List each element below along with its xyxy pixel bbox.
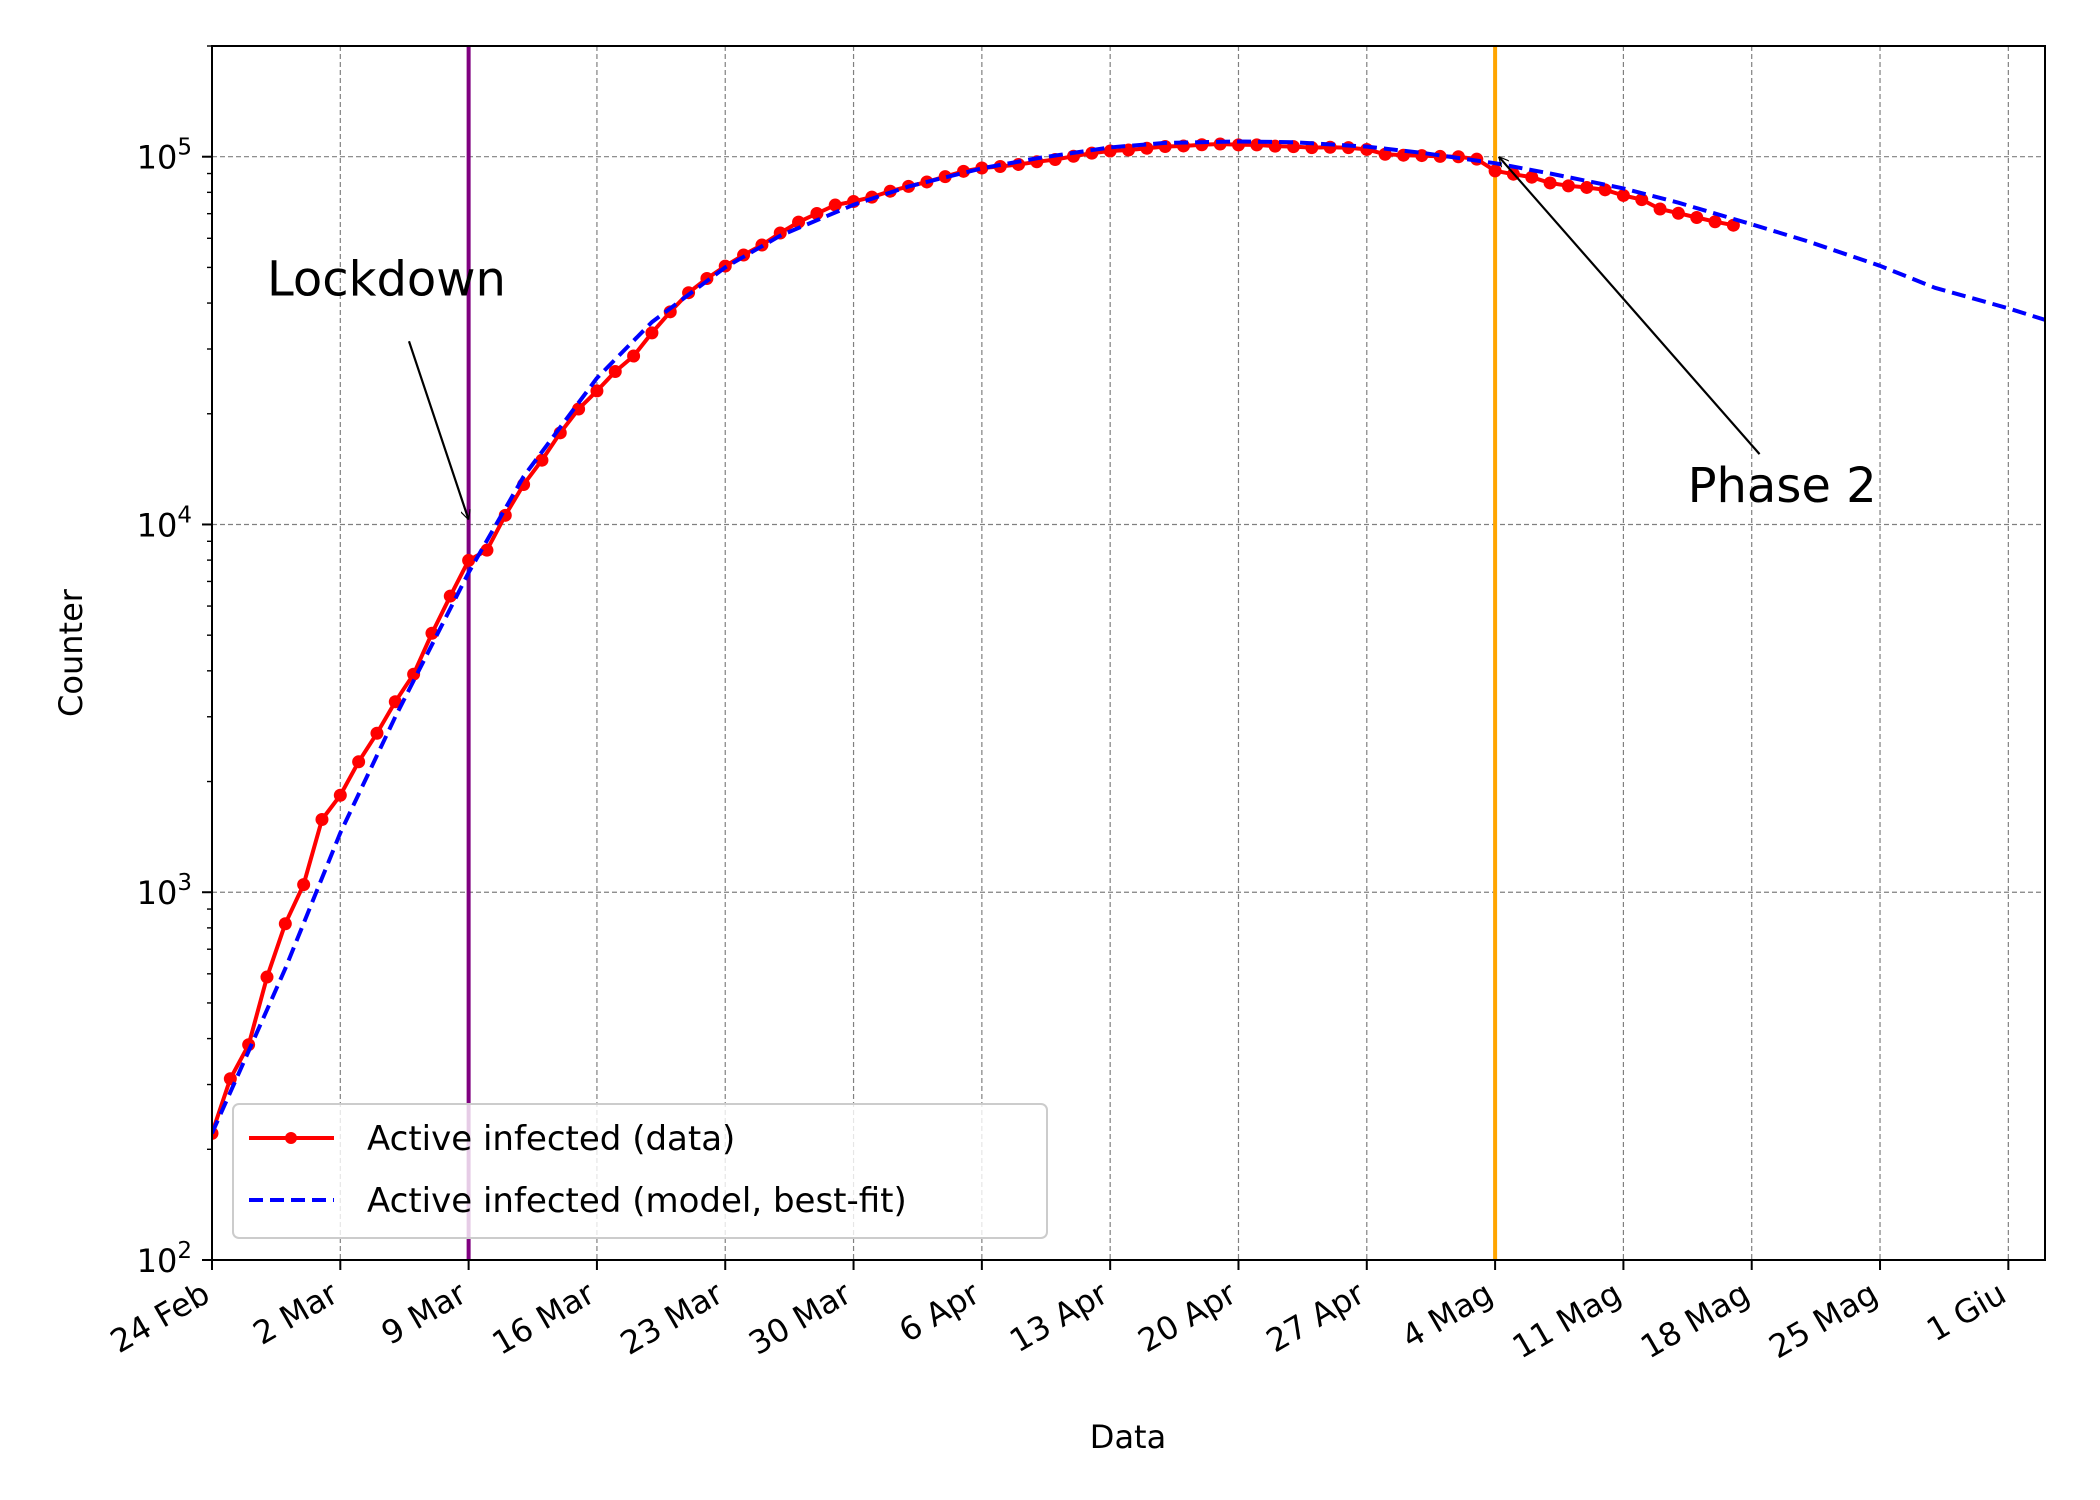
data-point <box>352 755 366 769</box>
data-point <box>425 626 439 640</box>
y-tick-label: 104 <box>137 502 192 544</box>
legend-swatch-data-marker <box>285 1132 297 1144</box>
data-point <box>1543 176 1557 190</box>
y-tick-label-exponent: 4 <box>177 502 192 528</box>
data-point <box>608 364 622 378</box>
data-point <box>810 207 824 221</box>
annotation-arrow <box>407 340 469 519</box>
y-tick-label: 102 <box>137 1238 192 1280</box>
data-point <box>480 543 494 557</box>
data-point <box>1635 193 1649 207</box>
y-tick-label-exponent: 3 <box>177 870 192 896</box>
series-layer <box>212 137 2045 1140</box>
data-point <box>535 453 549 467</box>
y-tick-label-exponent: 2 <box>177 1238 192 1264</box>
annotations: Lockdown Phase 2 <box>267 157 1877 520</box>
data-point <box>975 161 989 175</box>
data-point <box>333 788 347 802</box>
data-point <box>590 384 604 398</box>
plot-frame <box>211 45 2046 1261</box>
vertical-marker-lines <box>466 46 1498 1260</box>
legend-label-data: Active infected (data) <box>367 1119 735 1159</box>
data-point <box>315 812 329 826</box>
legend-label-model: Active infected (model, best-fit) <box>367 1181 907 1221</box>
x-axis-label: Data <box>1090 1418 1166 1456</box>
annotation-label-lockdown: Lockdown <box>267 251 506 307</box>
annotation-label-phase-2: Phase 2 <box>1688 458 1877 514</box>
data-point <box>645 326 659 340</box>
data-point <box>1671 206 1685 220</box>
legend: Active infected (data) Active infected (… <box>232 1103 1048 1239</box>
data-point <box>462 553 476 567</box>
data-point <box>1488 164 1502 178</box>
y-tick-label-base: 10 <box>137 139 178 177</box>
data-point <box>1561 179 1575 193</box>
data-point <box>938 170 952 184</box>
data-point <box>1616 188 1630 202</box>
data-point <box>1708 215 1722 229</box>
data-point <box>278 917 292 931</box>
data-point <box>388 695 402 709</box>
data-point <box>1598 183 1612 197</box>
data-point <box>828 198 842 212</box>
data-point <box>627 349 641 363</box>
y-tick-label-base: 10 <box>137 1242 178 1280</box>
data-point <box>1690 210 1704 224</box>
data-point <box>1653 202 1667 216</box>
data-point <box>572 402 586 416</box>
grid <box>211 46 2045 1260</box>
y-axis-label: Counter <box>52 588 90 717</box>
data-point <box>957 164 971 178</box>
y-tick-label-exponent: 5 <box>177 135 192 161</box>
data-point <box>1525 170 1539 184</box>
y-tick-label-base: 10 <box>137 874 178 912</box>
model-series-line <box>212 139 2045 1135</box>
y-tick-label: 105 <box>137 135 192 177</box>
data-point <box>443 589 457 603</box>
y-tick-label: 103 <box>137 870 192 912</box>
data-point <box>260 970 274 984</box>
legend-box <box>232 1103 1048 1239</box>
data-point <box>297 878 311 892</box>
data-point <box>498 508 512 522</box>
y-tick-label-base: 10 <box>137 506 178 544</box>
data-point <box>370 726 384 740</box>
annotation-arrow <box>1499 157 1761 455</box>
data-point <box>1213 137 1227 151</box>
data-point <box>1580 180 1594 194</box>
data-point <box>792 215 806 229</box>
